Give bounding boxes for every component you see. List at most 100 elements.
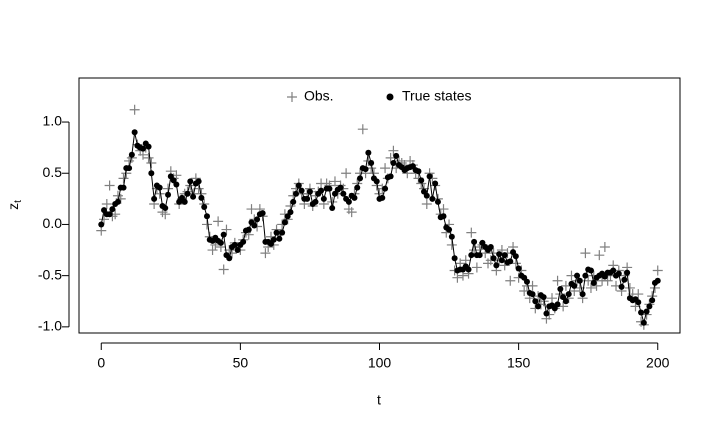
state-point [190,193,197,200]
state-point [382,185,389,192]
state-point [476,252,483,259]
obs-point [385,152,396,163]
state-point [490,255,497,262]
state-point [429,195,436,202]
state-point [387,173,394,180]
state-point [162,205,169,212]
legend-label: True states [402,88,472,104]
state-point [362,166,369,173]
obs-point [446,239,457,250]
state-point [306,188,313,195]
obs-point [519,286,530,297]
state-point [640,319,647,326]
legend-symbol [287,92,297,102]
state-point [351,194,358,201]
state-point [304,195,311,202]
state-point [151,195,158,202]
obs-point [246,204,257,215]
state-point [498,257,505,264]
obs-point [510,258,521,269]
state-point [557,285,564,292]
state-point [126,165,133,172]
obs-point [146,158,157,168]
state-point [173,181,180,188]
state-point [290,198,297,205]
state-point [145,143,152,150]
obs-point [99,214,110,225]
obs-point [558,301,569,312]
state-point [562,298,569,305]
state-point [576,277,583,284]
obs-point [118,173,129,184]
state-point [326,185,333,192]
obs-point [552,275,563,286]
state-point [368,160,375,166]
obs-point [104,180,115,191]
state-point [465,266,472,273]
obs-point [471,262,482,273]
state-point [270,236,277,243]
state-point [496,251,503,258]
obs-point [438,204,449,215]
obs-point [218,264,229,275]
obs-point [380,163,391,174]
state-point [574,272,581,279]
state-point [109,206,116,213]
state-point [217,239,224,246]
state-point [298,187,305,194]
state-point [532,298,539,305]
state-point [287,209,294,216]
state-point [234,247,241,254]
state-point [610,267,617,274]
state-point [468,252,475,259]
legend-symbol [386,93,394,101]
state-point [451,255,458,262]
state-point [220,231,227,238]
state-point [493,262,500,269]
obs-point [505,275,516,286]
obs-point [388,145,399,156]
obs-point [143,152,154,163]
state-point [329,205,336,212]
state-point [357,175,364,182]
state-point [646,303,653,310]
obs-point [585,282,596,293]
state-point [393,152,400,159]
x-tick-label: 150 [507,355,531,371]
state-point [624,269,631,276]
state-point [293,190,300,197]
obs-point [469,245,480,256]
state-point [432,180,439,187]
state-point [128,151,135,158]
state-point [590,279,597,286]
state-point [543,310,550,317]
state-point [571,282,578,289]
state-point [501,252,508,259]
obs-point [213,216,224,227]
obs-point [599,241,610,252]
state-point [156,184,163,191]
state-point [114,198,121,205]
state-point [318,187,325,194]
state-point [418,177,425,184]
state-point [254,216,261,223]
state-point [390,160,397,166]
state-point [184,190,191,197]
state-point [618,283,625,290]
state-point [354,184,361,191]
state-point [515,265,522,272]
state-point [148,170,155,177]
state-point [345,198,352,205]
state-point [279,229,286,236]
state-point [106,211,113,218]
x-tick-label: 50 [233,355,249,371]
state-point [426,173,433,180]
state-point [565,291,572,298]
state-point [295,182,302,189]
obs-point [452,272,463,283]
state-point [638,309,645,316]
state-point [276,235,283,242]
state-point [540,294,547,301]
obs-point [421,198,432,209]
